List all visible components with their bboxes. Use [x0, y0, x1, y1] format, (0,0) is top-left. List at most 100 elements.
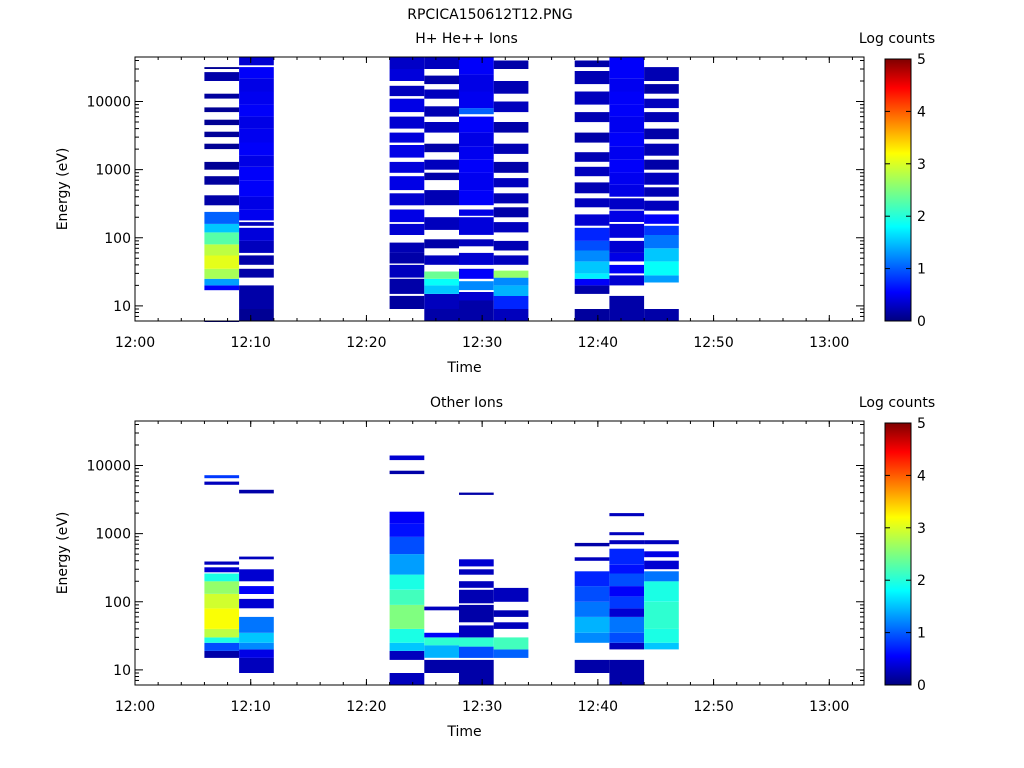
heatmap-cell [389, 642, 425, 651]
y-tick-label: 10 [113, 663, 131, 679]
heatmap-cell [424, 75, 459, 85]
heatmap-cell [389, 455, 425, 461]
y-tick-label: 100 [104, 231, 131, 247]
heatmap-cell [204, 143, 240, 150]
heatmap-cell [609, 198, 645, 210]
heatmap-cell [574, 285, 610, 294]
heatmap-cell [204, 608, 240, 629]
heatmap-cell [239, 255, 274, 265]
colorbar-label: Log counts [859, 395, 935, 411]
heatmap-cell [609, 104, 645, 117]
heatmap-cell [239, 166, 274, 181]
heatmap-cell [574, 60, 610, 68]
heatmap-cell [424, 659, 459, 673]
heatmap-cell [459, 252, 494, 265]
x-tick-label: 12:30 [462, 699, 502, 715]
heatmap-cell [493, 637, 529, 650]
colorbar-tick-label: 5 [917, 52, 926, 68]
heatmap-cell [609, 240, 645, 253]
x-tick-label: 12:40 [578, 699, 618, 715]
heatmap-cell [644, 628, 679, 643]
heatmap-cell [574, 91, 610, 105]
heatmap-cell [609, 564, 645, 574]
heatmap-cell [609, 596, 645, 609]
heatmap-cell [389, 209, 425, 223]
x-tick-label: 12:50 [693, 335, 733, 351]
colorbar-tick-label: 3 [917, 157, 926, 173]
plot-frame [134, 56, 865, 322]
x-tick-label: 12:20 [346, 335, 386, 351]
heatmap-cell [459, 292, 494, 301]
heatmap-cell [389, 223, 425, 235]
heatmap-cell [389, 278, 425, 294]
heatmap-cell [204, 650, 240, 658]
heatmap-cell [424, 632, 459, 638]
heatmap-cell [574, 542, 610, 547]
heatmap-cell [204, 628, 240, 638]
heatmap-cell [644, 540, 679, 545]
heatmap-cell [389, 116, 425, 129]
heatmap-cell [459, 659, 494, 685]
heatmap-cell [493, 240, 529, 251]
heatmap-cell [424, 606, 459, 611]
heatmap-cell [574, 632, 610, 643]
heatmap-cell [493, 649, 529, 658]
heatmap-cell [204, 232, 240, 245]
y-tick-label: 10000 [86, 459, 131, 475]
x-axis-label: Time [446, 360, 481, 376]
heatmap-cell [574, 601, 610, 617]
heatmap-cell [239, 222, 274, 226]
heatmap-cell [493, 60, 529, 69]
heatmap-cell [459, 637, 494, 647]
heatmap-cell [239, 180, 274, 197]
heatmap-cell [459, 132, 494, 147]
heatmap-cell [644, 214, 679, 224]
heatmap-cell [609, 586, 645, 597]
heatmap-cell [493, 101, 529, 113]
heatmap-cell [644, 200, 679, 211]
heatmap-cell [459, 559, 494, 567]
heatmap-cell [459, 209, 494, 216]
heatmap-cell [609, 659, 645, 685]
heatmap-cell [389, 295, 425, 309]
heatmap-cell [239, 598, 274, 609]
heatmap-cell [239, 104, 274, 117]
x-tick-label: 12:40 [578, 335, 618, 351]
x-tick-label: 12:00 [115, 699, 155, 715]
colorbar [884, 58, 912, 322]
heatmap-cell [493, 207, 529, 218]
heatmap-cell [609, 172, 645, 185]
heatmap-cell [644, 261, 679, 276]
heatmap-cell [424, 309, 459, 321]
colorbar-tick-label: 2 [917, 573, 926, 589]
x-tick-label: 12:10 [231, 699, 271, 715]
heatmap-cell [424, 217, 459, 230]
heatmap-cell [574, 214, 610, 226]
heatmap-cell [574, 273, 610, 279]
heatmap-cell [204, 278, 240, 286]
heatmap-cell [493, 277, 529, 286]
heatmap-cell [424, 271, 459, 279]
heatmap-cell [239, 209, 274, 221]
heatmap-cell [204, 594, 240, 609]
y-axis-label: Energy (eV) [55, 148, 71, 231]
heatmap-cell [239, 67, 274, 79]
heatmap-cell [389, 554, 425, 575]
panel-other-ions: 12:00 12:10 12:20 12:30 12:40 12:50 13:0010100… [55, 395, 935, 740]
y-tick-label: 1000 [95, 527, 131, 543]
heatmap-cell [389, 145, 425, 158]
heatmap-cell [644, 143, 679, 156]
heatmap-cell [424, 239, 459, 249]
heatmap-cell [424, 645, 459, 658]
colorbar-tick-label: 0 [917, 314, 926, 330]
heatmap-cell [493, 81, 529, 94]
heatmap-cell [239, 489, 274, 494]
heatmap-cell [644, 551, 679, 558]
heatmap-cell [424, 293, 459, 309]
heatmap-cell [459, 281, 494, 291]
heatmap-cell [204, 72, 240, 81]
heatmap-cell [459, 57, 494, 75]
heatmap-cell [204, 131, 240, 138]
heatmap-cell [389, 574, 425, 590]
